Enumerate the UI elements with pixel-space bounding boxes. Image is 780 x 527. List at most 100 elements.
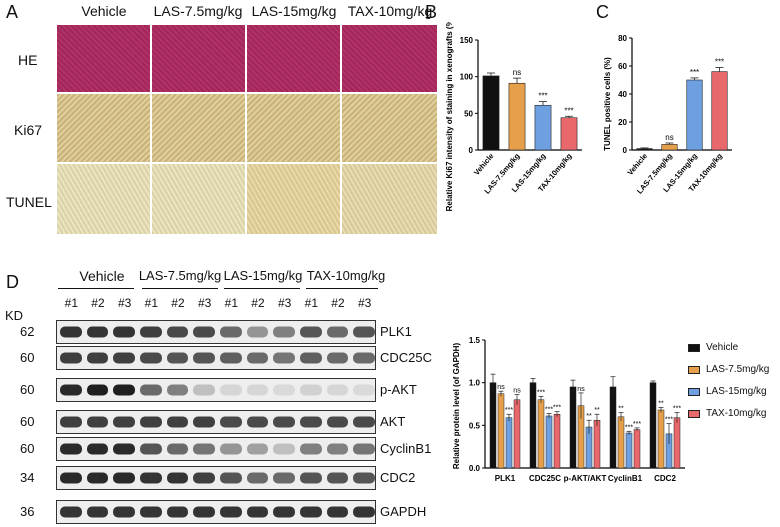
panel-c-bar-1 (661, 144, 678, 151)
wb-band (166, 443, 189, 455)
wb-band (60, 352, 82, 364)
wb-band (193, 416, 215, 428)
wb-lane-label-12: #3 (357, 296, 372, 310)
wb-group-line-vehicle (58, 288, 134, 289)
wb-group-line-tax10 (306, 288, 378, 289)
wb-band (166, 384, 189, 396)
wb-mw-label: 60 (20, 382, 35, 397)
panel-c-chart: TUNEL positive cells (%) 0 20 40 60 80 Vehicl… (603, 34, 732, 196)
panel-d-bar-1-3 (553, 413, 561, 469)
wb-band (86, 416, 109, 428)
panel-c-ylabel: TUNEL positive cells (%) (603, 57, 612, 151)
wb-band (113, 326, 135, 338)
wb-band (86, 384, 109, 396)
wb-lane-label-3: #3 (117, 296, 132, 310)
wb-blot-akt (56, 410, 376, 434)
micrograph-he-las15 (246, 24, 341, 93)
panel-d-sig-4-2: *** (665, 417, 673, 424)
wb-lane-label-6: #3 (197, 296, 212, 310)
wb-band (246, 472, 269, 484)
wb-band (140, 384, 162, 396)
panel-b-sig-2: *** (538, 92, 547, 101)
wb-protein-label: CDC2 (380, 470, 416, 485)
micrograph-ki67-tax10 (341, 93, 438, 163)
micrograph-he-las75 (151, 24, 246, 93)
wb-band (60, 416, 82, 428)
wb-band (113, 506, 135, 518)
wb-band (353, 352, 375, 364)
micrograph-tunel-las15 (246, 163, 341, 235)
panel-d-bar-3-2 (625, 432, 633, 469)
wb-band (193, 384, 215, 396)
panel-d-xtick-label-3: CyclinB1 (608, 474, 643, 483)
wb-band (273, 352, 295, 364)
panel-b-bar-3 (560, 117, 578, 151)
panel-d-sig-1-2: *** (545, 406, 553, 413)
wb-lane-label-7: #1 (224, 296, 238, 310)
wb-band (86, 506, 109, 518)
wb-lane-label-4: #1 (144, 296, 158, 310)
wb-band (273, 506, 295, 518)
panel-b-ytick-label-0: 0 (469, 146, 474, 155)
panel-d-sig-2-2: ** (586, 413, 592, 420)
panel-d-bar-3-1 (617, 416, 625, 469)
wb-protein-label: GAPDH (380, 504, 427, 519)
wb-group-vehicle: Vehicle (79, 268, 125, 284)
wb-blot-cyclinb1 (56, 437, 376, 461)
wb-band (273, 326, 295, 338)
panel-d-bar-2-0 (569, 386, 577, 469)
wb-lane-label-10: #1 (304, 296, 318, 310)
panel-d-bar-4-1 (657, 409, 665, 469)
micrograph-ki67-vehicle (56, 93, 151, 163)
wb-band (353, 416, 375, 428)
legend-label-las15: LAS-15mg/kg (706, 386, 767, 397)
wb-band (140, 326, 162, 338)
wb-band (353, 443, 375, 455)
panel-d-bar-0-2 (505, 417, 513, 469)
wb-band (113, 443, 135, 455)
wb-band (326, 326, 349, 338)
panel-a-row-tunel: TUNEL (6, 194, 52, 210)
panel-d-xtick-label-2: p-AKT/AKT (564, 474, 607, 483)
panel-d-bar-2-3 (593, 419, 601, 469)
legend-swatch-tax10 (688, 410, 700, 418)
panel-d-ylabel: Relative protein level (of GAPDH) (452, 343, 461, 470)
wb-lane-label-5: #2 (171, 296, 185, 310)
panel-c-ytick-label-0: 0 (623, 146, 628, 155)
panel-d-ytick-label-0: 0.0 (469, 464, 481, 473)
panel-b-chart: Relative Ki67 intensity of staining in x… (445, 22, 582, 211)
wb-band (326, 472, 349, 484)
panel-a-col-las15: LAS-15mg/kg (251, 3, 337, 19)
legend-label-las75: LAS-7.5mg/kg (706, 364, 770, 375)
wb-protein-label: CDC25C (380, 350, 433, 365)
panel-a-col-las75: LAS-7.5mg/kg (153, 3, 243, 19)
panel-d-sig-4-1: ** (658, 400, 664, 407)
wb-band (220, 416, 242, 428)
wb-protein-label: AKT (380, 414, 406, 429)
wb-lane-label-2: #2 (91, 296, 105, 310)
wb-band (113, 352, 135, 364)
wb-band (246, 416, 269, 428)
wb-band (273, 443, 295, 455)
panel-c-ytick-label-2: 40 (618, 90, 627, 99)
wb-blot-gapdh (56, 500, 376, 524)
panel-d-bar-0-0 (489, 382, 497, 469)
wb-band (60, 472, 82, 484)
wb-band (300, 326, 322, 338)
wb-protein-label: p-AKT (380, 382, 417, 397)
panel-c-bar-2 (686, 79, 703, 151)
wb-band (193, 506, 215, 518)
wb-mw-label: 60 (20, 350, 35, 365)
panel-b-xtick-label-0: Vehicle (472, 152, 496, 178)
panel-b-sig-3: *** (564, 106, 573, 115)
wb-band (246, 326, 269, 338)
panel-label-c: C (596, 2, 609, 22)
wb-band (140, 443, 162, 455)
wb-mw-label: 60 (20, 441, 35, 456)
wb-band (220, 384, 242, 396)
panel-c-sig-1: ns (665, 133, 673, 142)
wb-band (326, 384, 349, 396)
panel-c-ytick-label-4: 80 (618, 34, 627, 43)
panel-a-row-ki67: Ki67 (14, 122, 43, 138)
wb-group-line-las15 (224, 288, 300, 289)
